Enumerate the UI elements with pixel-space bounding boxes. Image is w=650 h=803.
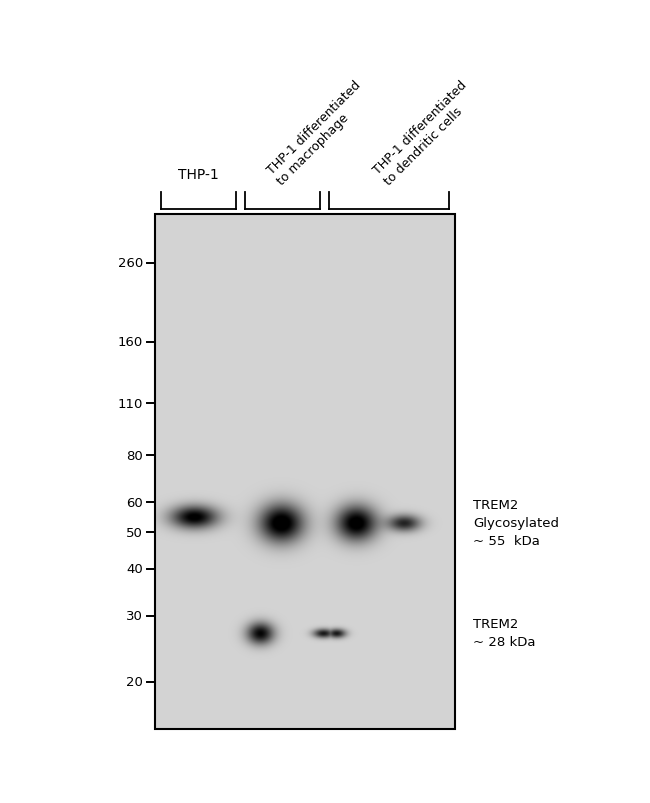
Text: 160: 160	[118, 336, 143, 349]
Text: 20: 20	[126, 675, 143, 689]
Bar	[155, 214, 455, 729]
Text: THP-1 differentiated
to macrophage: THP-1 differentiated to macrophage	[265, 79, 374, 188]
Text: THP-1 differentiated
to dendritic cells: THP-1 differentiated to dendritic cells	[371, 79, 480, 188]
Text: TREM2
Glycosylated
~ 55  kDa: TREM2 Glycosylated ~ 55 kDa	[473, 499, 559, 548]
Text: 260: 260	[118, 257, 143, 270]
Text: 60: 60	[126, 496, 143, 509]
Text: THP-1: THP-1	[178, 168, 219, 181]
Text: 30: 30	[126, 609, 143, 622]
Text: 40: 40	[126, 562, 143, 576]
Text: TREM2
~ 28 kDa: TREM2 ~ 28 kDa	[473, 618, 536, 649]
Text: 110: 110	[118, 397, 143, 410]
Text: 80: 80	[126, 449, 143, 463]
Text: 50: 50	[126, 526, 143, 539]
